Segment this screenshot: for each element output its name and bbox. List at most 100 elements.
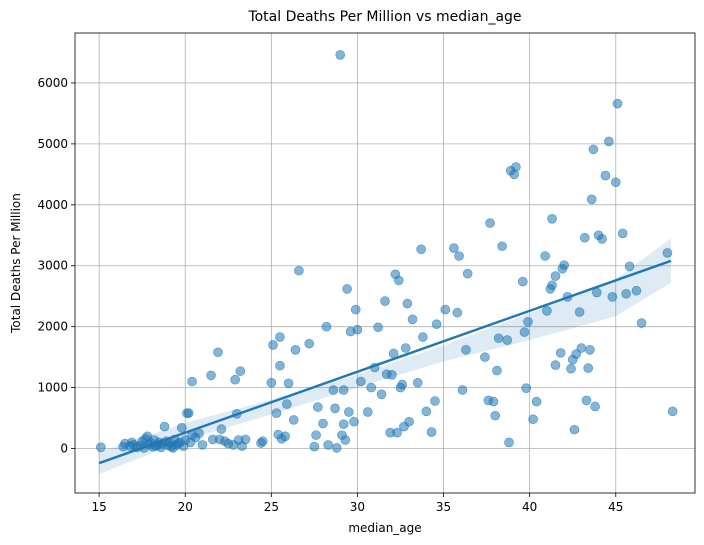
- data-point: [366, 382, 377, 393]
- data-point: [397, 379, 408, 390]
- data-point: [235, 366, 246, 376]
- confidence-band: [99, 238, 671, 475]
- x-tick-label: 20: [178, 500, 193, 514]
- data-point: [176, 423, 187, 433]
- data-point: [569, 424, 580, 435]
- data-point: [380, 296, 390, 306]
- data-point: [304, 338, 315, 349]
- data-point: [583, 363, 594, 373]
- data-point: [183, 408, 194, 418]
- data-point: [517, 276, 528, 287]
- data-point: [457, 385, 468, 395]
- data-point: [550, 271, 561, 281]
- data-point: [309, 441, 320, 452]
- data-point: [581, 395, 592, 406]
- data-point: [452, 307, 463, 318]
- data-point: [280, 431, 290, 442]
- data-point: [349, 416, 359, 427]
- data-point: [662, 248, 673, 258]
- grid: [75, 33, 695, 493]
- data-point: [617, 228, 628, 239]
- data-point: [96, 442, 106, 453]
- data-point: [290, 345, 301, 355]
- data-point: [271, 408, 282, 418]
- data-point: [667, 406, 678, 417]
- data-point: [268, 340, 278, 350]
- data-point: [490, 410, 501, 421]
- data-point: [197, 440, 208, 450]
- data-point: [519, 327, 530, 337]
- y-tick-label: 0: [60, 442, 68, 456]
- x-axis-label: median_age: [348, 521, 421, 535]
- data-point: [321, 321, 332, 332]
- data-point: [502, 335, 513, 345]
- data-point: [430, 396, 440, 406]
- confidence-band-area: [99, 238, 671, 475]
- data-point: [521, 383, 532, 394]
- data-point: [440, 304, 451, 315]
- data-point: [480, 352, 490, 362]
- data-point: [636, 318, 647, 328]
- data-point: [426, 427, 437, 437]
- data-point: [497, 241, 507, 252]
- y-tick-label: 6000: [37, 76, 68, 90]
- data-point: [323, 440, 333, 450]
- data-point: [159, 421, 170, 432]
- y-tick-label: 4000: [37, 198, 68, 212]
- data-point: [402, 298, 413, 309]
- data-point: [216, 424, 227, 434]
- x-tick-label: 45: [608, 500, 623, 514]
- data-point: [318, 418, 328, 429]
- data-point: [511, 162, 521, 172]
- y-tick-label: 3000: [37, 259, 68, 273]
- data-point: [550, 360, 561, 370]
- data-point: [288, 415, 299, 425]
- data-point: [579, 232, 590, 243]
- data-point: [604, 136, 614, 147]
- data-point: [431, 319, 442, 330]
- data-point: [540, 251, 550, 261]
- data-point: [266, 377, 277, 388]
- data-point: [531, 396, 542, 407]
- data-point: [311, 430, 321, 440]
- data-point: [335, 50, 346, 60]
- data-point: [275, 332, 285, 342]
- data-point: [547, 280, 557, 291]
- data-point: [597, 234, 607, 244]
- data-point: [566, 363, 576, 374]
- regression-line-path: [98, 259, 672, 465]
- data-point: [330, 403, 340, 414]
- x-tick-label: 15: [91, 500, 106, 514]
- data-point: [356, 376, 366, 387]
- y-tick-label: 5000: [37, 137, 68, 151]
- data-point: [240, 434, 251, 445]
- data-point: [282, 399, 292, 409]
- data-point: [559, 260, 569, 270]
- data-point: [421, 406, 432, 417]
- x-tick-label: 35: [436, 500, 451, 514]
- data-point: [454, 251, 464, 261]
- data-point: [257, 436, 268, 447]
- data-point: [376, 389, 387, 400]
- data-point: [294, 265, 304, 276]
- data-point: [407, 314, 418, 325]
- data-point: [504, 437, 514, 448]
- data-point: [213, 347, 223, 358]
- data-point: [493, 333, 504, 344]
- data-point: [338, 385, 349, 395]
- data-point: [610, 177, 621, 188]
- data-point: [571, 349, 581, 359]
- x-tick-label: 30: [350, 500, 365, 514]
- data-point: [373, 322, 383, 333]
- data-point: [612, 98, 623, 109]
- y-tick-label: 2000: [37, 320, 68, 334]
- data-point: [528, 414, 538, 425]
- regression-line: [98, 259, 672, 465]
- data-point: [230, 374, 240, 385]
- data-point: [624, 261, 635, 272]
- data-point: [492, 365, 502, 376]
- data-point: [283, 378, 294, 389]
- data-point: [352, 324, 363, 335]
- data-point: [187, 376, 197, 387]
- data-point: [600, 170, 611, 181]
